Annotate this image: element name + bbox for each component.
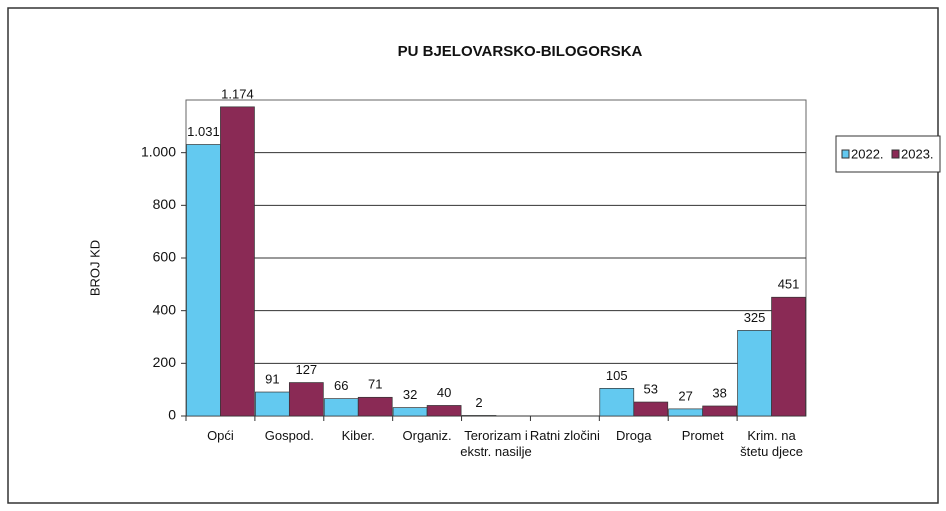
x-tick-label: Promet	[681, 428, 724, 443]
x-tick-label-box: Kiber.	[341, 428, 375, 443]
x-tick-label: Krim. na štetu djece	[740, 428, 803, 459]
y-tick-label: 400	[153, 301, 177, 317]
legend-label: 2022.	[851, 146, 884, 161]
x-tick-label: Droga	[616, 428, 652, 443]
bar	[426, 405, 462, 417]
y-tick-label: 800	[153, 196, 177, 212]
value-label: 2	[475, 395, 482, 410]
x-tick-label-box: Droga	[616, 428, 652, 443]
value-label: 1.174	[221, 86, 254, 101]
x-tick-label: Gospod.	[264, 428, 314, 443]
x-tick-label-box: Ratni zločini	[529, 428, 600, 443]
bar	[599, 388, 635, 417]
value-label: 66	[334, 378, 348, 393]
bar	[186, 144, 221, 417]
y-axis-label: BROJ KD	[87, 240, 102, 296]
legend-label: 2023.	[901, 146, 934, 161]
bar	[254, 391, 290, 417]
value-label: 53	[644, 381, 658, 396]
bar	[323, 398, 359, 417]
y-tick-label: 600	[153, 249, 177, 265]
x-tick-label-box: Gospod.	[264, 428, 314, 443]
x-tick-label: Terorizam i ekstr. nasilje	[460, 428, 532, 459]
bar	[633, 401, 669, 417]
x-tick-label: Ratni zločini	[529, 428, 600, 443]
bar	[702, 405, 738, 417]
x-tick-label-box: Terorizam i ekstr. nasilje	[460, 428, 532, 459]
legend	[835, 135, 941, 173]
bar	[220, 106, 255, 417]
x-tick-label-box: Opći	[207, 428, 234, 443]
value-label: 1.031	[187, 124, 220, 139]
x-tick-label-box: Organiz.	[402, 428, 452, 443]
x-tick-label: Organiz.	[402, 428, 452, 443]
x-tick-label: Opći	[207, 428, 234, 443]
value-label: 27	[678, 388, 692, 403]
bar	[392, 407, 428, 417]
value-label: 325	[744, 310, 766, 325]
bar	[288, 382, 324, 417]
x-tick-label: Kiber.	[341, 428, 375, 443]
bar	[357, 396, 393, 417]
value-label: 71	[368, 377, 382, 392]
y-tick-label: 200	[153, 354, 177, 370]
legend-swatch	[841, 149, 850, 159]
value-label: 127	[295, 362, 317, 377]
chart-title: PU BJELOVARSKO-BILOGORSKA	[398, 43, 643, 60]
bar	[461, 415, 497, 417]
legend-swatch	[891, 149, 900, 159]
value-label: 32	[403, 387, 417, 402]
value-label: 105	[606, 368, 628, 383]
value-label: 38	[712, 385, 726, 400]
y-tick-label: 0	[168, 407, 176, 423]
frame	[7, 7, 939, 504]
value-label: 40	[437, 385, 451, 400]
bar	[737, 330, 772, 417]
value-label: 91	[265, 371, 279, 386]
y-tick-label: 1.000	[141, 143, 176, 159]
x-tick-label-box: Krim. na štetu djece	[740, 428, 803, 459]
x-tick-label-box: Promet	[681, 428, 724, 443]
value-label: 451	[778, 277, 800, 292]
bar	[668, 408, 704, 417]
bar	[771, 296, 806, 417]
